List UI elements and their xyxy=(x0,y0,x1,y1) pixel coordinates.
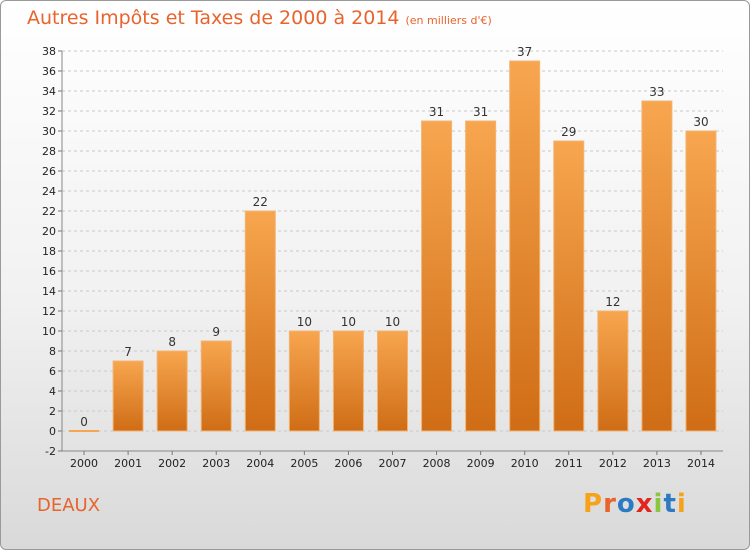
x-tick-label-2005: 2005 xyxy=(290,457,318,470)
y-tick-label: 4 xyxy=(49,385,56,398)
proxiti-logo-letter: i xyxy=(676,489,687,519)
proxiti-logo-letter: i xyxy=(653,489,664,519)
y-tick-label: 36 xyxy=(42,65,56,78)
y-tick-label: 2 xyxy=(49,405,56,418)
proxiti-logo-letter: t xyxy=(663,489,677,519)
commune-name: DEAUX xyxy=(37,495,101,516)
y-tick-label: 24 xyxy=(42,185,56,198)
x-tick-label-2001: 2001 xyxy=(114,457,142,470)
value-label-2007: 10 xyxy=(385,315,400,329)
bar-2001 xyxy=(112,360,144,432)
bar-2003 xyxy=(200,340,232,432)
y-tick-label: 16 xyxy=(42,265,56,278)
bar-2006 xyxy=(332,330,364,432)
value-label-2001: 7 xyxy=(124,345,132,359)
x-tick-label-2002: 2002 xyxy=(158,457,186,470)
bar-2013 xyxy=(641,100,673,432)
y-tick-label: 0 xyxy=(49,425,56,438)
proxiti-logo: Proxiti xyxy=(583,489,687,519)
x-tick-label-2007: 2007 xyxy=(379,457,407,470)
y-tick-label: 34 xyxy=(42,85,56,98)
bar-2010 xyxy=(509,60,541,432)
value-label-2014: 30 xyxy=(693,115,708,129)
y-tick-label: 12 xyxy=(42,305,56,318)
bar-2014 xyxy=(685,130,717,432)
value-label-2011: 29 xyxy=(561,125,576,139)
x-tick-label-2014: 2014 xyxy=(687,457,715,470)
value-label-2012: 12 xyxy=(605,295,620,309)
value-label-2003: 9 xyxy=(212,325,220,339)
value-label-2009: 31 xyxy=(473,105,488,119)
y-tick-label: 32 xyxy=(42,105,56,118)
y-tick-label: 20 xyxy=(42,225,56,238)
chart-title: Autres Impôts et Taxes de 2000 à 2014 xyxy=(27,7,400,29)
bar-2011 xyxy=(553,140,585,432)
x-tick-label-2004: 2004 xyxy=(246,457,274,470)
y-tick-label: 30 xyxy=(42,125,56,138)
value-label-2005: 10 xyxy=(297,315,312,329)
value-label-2004: 22 xyxy=(253,195,268,209)
proxiti-logo-letter: r xyxy=(603,489,617,519)
value-label-2010: 37 xyxy=(517,45,532,59)
y-tick-label: 8 xyxy=(49,345,56,358)
proxiti-logo-letter: x xyxy=(635,489,654,519)
y-tick-label: 28 xyxy=(42,145,56,158)
y-tick-label: -2 xyxy=(45,445,56,458)
y-tick-label: 38 xyxy=(42,45,56,58)
bar-2009 xyxy=(465,120,497,432)
proxiti-logo-letter: o xyxy=(616,489,636,519)
y-tick-label: 14 xyxy=(42,285,56,298)
value-label-2000: 0 xyxy=(80,415,88,429)
bar-2007 xyxy=(377,330,408,432)
y-tick-label: 26 xyxy=(42,165,56,178)
bar-2005 xyxy=(288,330,320,432)
x-tick-label-2008: 2008 xyxy=(423,457,451,470)
y-tick-label: 22 xyxy=(42,205,56,218)
x-tick-label-2012: 2012 xyxy=(599,457,627,470)
x-tick-label-2000: 2000 xyxy=(70,457,98,470)
y-tick-label: 6 xyxy=(49,365,56,378)
bar-2002 xyxy=(156,350,188,432)
x-tick-label-2010: 2010 xyxy=(511,457,539,470)
bar-2000 xyxy=(69,430,100,432)
chart-title-block: Autres Impôts et Taxes de 2000 à 2014 (en… xyxy=(27,7,492,29)
bar-2008 xyxy=(421,120,453,432)
x-tick-label-2013: 2013 xyxy=(643,457,671,470)
y-tick-label: 10 xyxy=(42,325,56,338)
x-tick-label-2003: 2003 xyxy=(202,457,230,470)
value-label-2006: 10 xyxy=(341,315,356,329)
value-label-2008: 31 xyxy=(429,105,444,119)
chart-unit: (en milliers d'€) xyxy=(405,14,492,27)
x-tick-label-2011: 2011 xyxy=(555,457,583,470)
proxiti-logo-letter: P xyxy=(583,489,604,519)
x-tick-label-2006: 2006 xyxy=(334,457,362,470)
bar-2004 xyxy=(244,210,276,432)
bar-2012 xyxy=(597,310,629,432)
x-tick-label-2009: 2009 xyxy=(467,457,495,470)
value-label-2013: 33 xyxy=(649,85,664,99)
y-tick-label: 18 xyxy=(42,245,56,258)
value-label-2002: 8 xyxy=(168,335,176,349)
